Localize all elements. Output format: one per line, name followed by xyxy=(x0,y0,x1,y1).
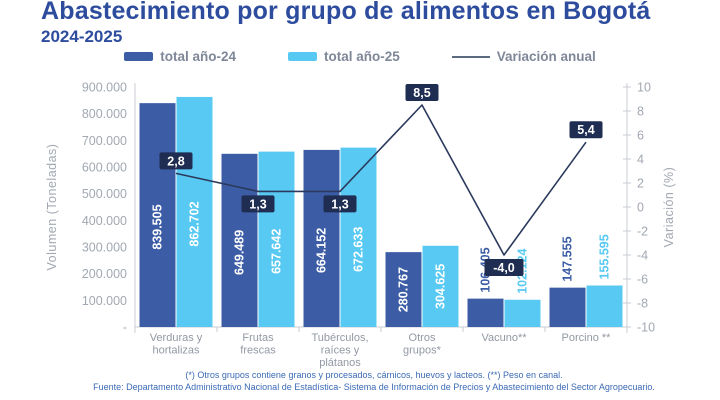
footnote-line: (*) Otros grupos contiene granos y proce… xyxy=(185,370,563,380)
bar-ano25 xyxy=(586,285,623,327)
variation-label: 2,8 xyxy=(167,154,184,168)
left-axis-title: Volumen (Toneladas) xyxy=(45,144,59,271)
category-label: Verduras y xyxy=(150,332,203,344)
category-label: grupos* xyxy=(403,345,442,357)
bar-ano24 xyxy=(221,153,258,327)
y-tick-label: 700.000 xyxy=(82,134,127,148)
y-tick-label: 200.000 xyxy=(82,267,127,281)
variation-label: 8,5 xyxy=(413,86,430,100)
bar-ano25 xyxy=(422,245,459,327)
bar-ano24 xyxy=(385,252,422,327)
variation-label: 1,3 xyxy=(249,197,266,211)
right-tick-label: -6 xyxy=(637,273,648,287)
legend-item-ano25: total año-25 xyxy=(287,49,400,64)
category-label: Tubérculos, xyxy=(311,332,368,344)
variation-label-box xyxy=(405,84,439,101)
bar-value-label: 664.152 xyxy=(315,228,329,273)
right-tick-label: -10 xyxy=(637,321,655,335)
right-tick-label: 6 xyxy=(637,129,644,143)
bar-ano25 xyxy=(258,151,295,327)
legend-label-ano25: total año-25 xyxy=(323,49,400,64)
y-tick-label: - xyxy=(123,321,127,335)
bar-ano25 xyxy=(504,299,541,327)
right-tick-label: -8 xyxy=(637,297,648,311)
category-label: raíces y xyxy=(321,345,360,357)
y-tick-label: 400.000 xyxy=(82,214,127,228)
legend: total año-24 total año-25 Variación anua… xyxy=(0,49,720,64)
variation-label: -4,0 xyxy=(493,261,515,275)
category-label: frescas xyxy=(240,345,276,357)
bar-value-label: 672.633 xyxy=(352,227,366,272)
bar-value-label: 649.489 xyxy=(233,230,247,275)
y-tick-label: 100.000 xyxy=(82,294,127,308)
page-title: Abastecimiento por grupo de alimentos en… xyxy=(41,0,651,25)
bar-value-label: 304.625 xyxy=(434,264,448,309)
bar-value-label: 280.767 xyxy=(397,267,411,312)
right-tick-label: -4 xyxy=(637,249,648,263)
y-tick-label: 300.000 xyxy=(82,241,127,255)
footnotes: (*) Otros grupos contiene granos y proce… xyxy=(0,370,720,393)
right-tick-label: 4 xyxy=(637,153,644,167)
bar-value-label: 147.555 xyxy=(561,236,575,281)
bar-value-label: 839.505 xyxy=(151,204,165,249)
variation-label-box xyxy=(569,121,603,139)
variation-label: 5,4 xyxy=(577,123,594,137)
category-label: Otros xyxy=(409,332,436,344)
right-tick-label: 2 xyxy=(637,177,644,191)
bar-ano24 xyxy=(467,298,504,327)
category-label: Frutas xyxy=(242,332,274,344)
legend-label-ano24: total año-24 xyxy=(160,49,236,64)
ano25-swatch-icon xyxy=(287,52,317,61)
legend-item-ano24: total año-24 xyxy=(124,49,236,64)
variation-label-box xyxy=(323,195,357,213)
legend-label-variacion: Variación anual xyxy=(496,49,596,64)
legend-item-variacion: Variación anual xyxy=(451,49,596,64)
variation-line-swatch-icon xyxy=(451,55,490,58)
bar-ano24 xyxy=(303,149,340,327)
bar-value-label: 657.642 xyxy=(270,229,284,274)
right-tick-label: 10 xyxy=(637,81,651,95)
right-tick-label: 0 xyxy=(637,201,644,215)
y-tick-label: 800.000 xyxy=(82,107,127,121)
variation-label: 1,3 xyxy=(331,197,348,211)
right-axis-title: Variación (%) xyxy=(662,167,676,248)
right-tick-label: 8 xyxy=(637,105,644,119)
y-tick-label: 500.000 xyxy=(82,187,127,201)
bar-ano24 xyxy=(549,287,586,327)
bar-ano25 xyxy=(340,147,377,327)
right-tick-label: -2 xyxy=(637,225,648,239)
variation-label-box xyxy=(241,195,275,213)
ano24-swatch-icon xyxy=(124,52,154,61)
category-label: Vacuno** xyxy=(481,332,527,344)
category-label: hortalizas xyxy=(152,345,200,357)
category-label: plátanos xyxy=(319,357,361,369)
y-tick-label: 600.000 xyxy=(82,161,127,175)
chart-canvas: 900.000 800.000 700.000 600.000 500.000 400.0… xyxy=(45,81,676,370)
bar-ano25 xyxy=(176,96,213,327)
variation-label-box xyxy=(159,152,193,170)
category-label: Porcino ** xyxy=(562,332,612,344)
bar-ano24 xyxy=(139,103,176,327)
variation-line xyxy=(175,104,587,256)
page-subtitle: 2024-2025 xyxy=(41,27,123,46)
bar-value-label: 862.702 xyxy=(188,201,202,246)
variation-label-box xyxy=(484,259,524,276)
y-tick-label: 900.000 xyxy=(82,81,127,95)
footnote-source: Fuente: Departamento Administrativo Naci… xyxy=(93,381,655,392)
bar-value-label: 155.595 xyxy=(598,234,612,279)
